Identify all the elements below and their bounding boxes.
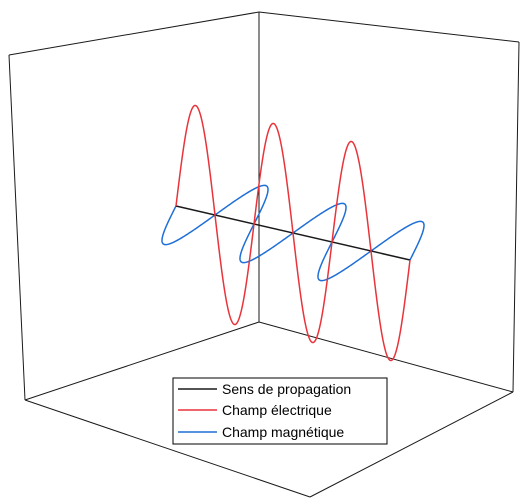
- floor-left-front-edge: [24, 399, 311, 498]
- legend-label-propagation: Sens de propagation: [222, 381, 351, 397]
- 3d-axes-box: [8, 11, 520, 498]
- right-vertical-edge: [512, 41, 520, 393]
- legend-label-magnetic: Champ magnétique: [222, 424, 344, 440]
- back-wall-left-top-edge: [8, 11, 260, 56]
- floor-left-back-edge: [24, 321, 260, 401]
- legend-label-electric: Champ électrique: [222, 402, 332, 418]
- electric-field-curve: [175, 104, 411, 362]
- floor-right-front-edge: [309, 391, 514, 498]
- back-wall-right-top-edge: [258, 11, 520, 43]
- left-vertical-edge: [8, 54, 26, 401]
- wave-curves: [161, 104, 425, 362]
- legend: Sens de propagation Champ électrique Cha…: [172, 377, 388, 445]
- floor-right-back-edge: [258, 321, 514, 393]
